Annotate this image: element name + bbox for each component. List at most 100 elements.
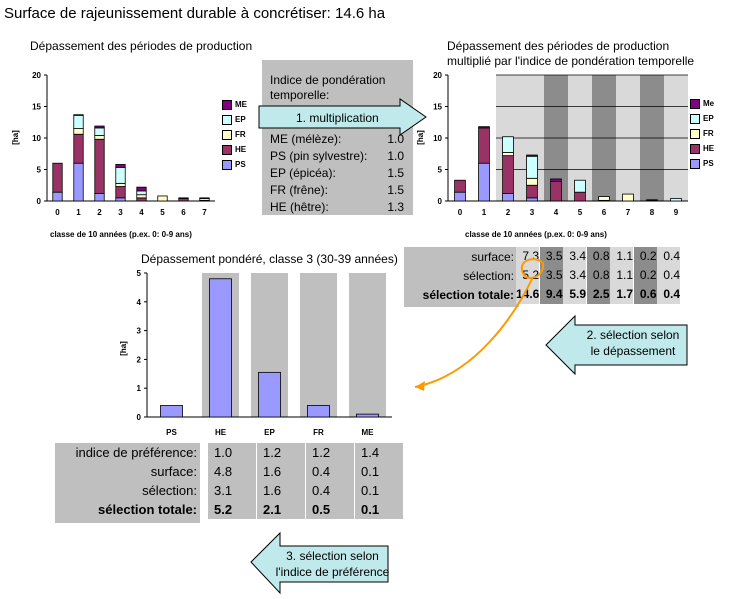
- bar-HE-0: [52, 162, 63, 193]
- legend-swatch: [690, 113, 700, 124]
- legend-swatch: [690, 98, 700, 109]
- y-tick-label: 10: [433, 134, 442, 143]
- class-table-cell: 1.7: [610, 285, 633, 304]
- arrow-multiplication-label: 1. multiplication: [296, 111, 379, 125]
- legend-label: FR: [235, 130, 246, 139]
- class-table-cell: 3.5: [539, 266, 563, 285]
- weight-value: 1.0: [387, 149, 404, 163]
- class-table-cell: 2.5: [586, 285, 610, 304]
- species-table-cell: 0.1: [355, 462, 403, 481]
- bar-FR-3: [526, 177, 538, 186]
- bar-FR-7: [622, 193, 634, 202]
- weight-row: EP (épicéa): 1.5: [270, 166, 404, 183]
- bar-ME-7: [199, 197, 210, 199]
- chart2-xlabel: classe de 10 années (p.ex. 0: 0-9 ans): [465, 230, 607, 239]
- bar-FR-2: [94, 135, 105, 140]
- chart-band-3: [520, 75, 544, 201]
- y-tick-label: 2: [137, 355, 142, 364]
- x-tick-label: 5: [160, 208, 165, 217]
- x-tick-label: 7: [202, 208, 207, 217]
- legend-label: PS: [235, 160, 246, 169]
- legend-item: HE: [222, 142, 247, 157]
- bar-PS-2: [94, 193, 105, 202]
- y-tick-label: 10: [32, 134, 41, 143]
- legend-label: Me: [703, 99, 715, 108]
- x-tick-label: 4: [139, 208, 144, 217]
- x-tick-label: PS: [166, 428, 177, 437]
- bar-PS-0: [454, 191, 466, 202]
- bar-Me-3: [526, 154, 538, 157]
- weight-row: HE (hêtre): 1.3: [270, 200, 404, 217]
- chart1-legend: ME EP FR HE PS: [222, 97, 247, 172]
- x-tick-label: 1: [76, 208, 81, 217]
- bar-HE-5: [574, 191, 586, 202]
- weight-label: PS (pin sylvestre):: [270, 149, 368, 163]
- chart-band-9: [664, 75, 688, 201]
- class-table-cell: 0.8: [586, 247, 610, 266]
- species-table-cell: 5.2: [208, 500, 256, 519]
- x-tick-label: 0: [55, 208, 60, 217]
- class-table-cell: 0.6: [633, 285, 657, 304]
- bar-EP-8: [646, 199, 658, 201]
- weights-title-line2: temporelle:: [270, 88, 330, 102]
- legend-item: Me: [690, 96, 714, 111]
- bar-HE-6: [598, 199, 610, 202]
- chart-band-6: [592, 75, 616, 201]
- bar-EP: [258, 371, 281, 418]
- chart-band-7: [616, 75, 640, 201]
- weight-row: FR (frêne): 1.5: [270, 183, 404, 200]
- bar-EP-3: [526, 155, 538, 179]
- bar-FR-7: [199, 199, 210, 202]
- bar-HE-2: [94, 138, 105, 194]
- bar-HE-8: [646, 199, 658, 202]
- bar-PS-1: [73, 162, 84, 202]
- species-table-cell: 0.1: [355, 481, 403, 500]
- species-table-cell: 0.5: [306, 500, 354, 519]
- chart3-band-ME: [349, 273, 386, 417]
- legend-label: ME: [235, 100, 247, 109]
- species-table-cell: 1.0: [208, 443, 256, 462]
- x-tick-label: 9: [674, 208, 679, 217]
- arrow-selection-depassement-line1: 2. sélection selon: [586, 328, 680, 342]
- bar-PS-3: [115, 197, 126, 202]
- bar-HE-3: [115, 186, 126, 199]
- x-tick-label: 5: [578, 208, 583, 217]
- chart3-band-HE: [202, 273, 239, 417]
- legend-swatch: [690, 128, 700, 139]
- weights-title-line1: Indice de pondération: [270, 73, 386, 87]
- class-table-cell: 0.2: [633, 247, 657, 266]
- legend-swatch: [690, 158, 700, 169]
- arrow-selection-preference-line2: l'indice de préférence: [275, 565, 390, 579]
- x-tick-label: 8: [650, 208, 655, 217]
- species-table-cell: 2.1: [257, 500, 305, 519]
- bar-PS: [160, 405, 183, 418]
- bar-EP-5: [574, 179, 586, 193]
- x-tick-label: 1: [482, 208, 487, 217]
- weight-label: FR (frêne):: [270, 183, 329, 197]
- bar-Me-1: [478, 126, 490, 129]
- chart3-title: Dépassement pondéré, classe 3 (30-39 ann…: [141, 252, 398, 266]
- y-tick-label: 15: [433, 103, 442, 112]
- bar-ME-6: [178, 197, 189, 199]
- chart3-band-FR: [300, 273, 337, 417]
- chart1-ylabel: [ha]: [10, 130, 20, 145]
- y-tick-label: 0: [37, 197, 42, 206]
- bar-EP-2: [94, 127, 105, 136]
- x-tick-label: 6: [181, 208, 186, 217]
- bar-EP-2: [502, 136, 514, 153]
- class-table-label-bg: [404, 247, 519, 307]
- legend-item: HE: [690, 141, 714, 156]
- bar-FR-6: [598, 196, 610, 201]
- legend-swatch: [222, 114, 232, 125]
- x-tick-label: 0: [458, 208, 463, 217]
- class-table-row-label: surface:: [471, 250, 514, 264]
- y-tick-label: 3: [137, 327, 142, 336]
- legend-swatch: [222, 99, 232, 110]
- legend-item: ME: [222, 97, 247, 112]
- arrow-selection-depassement-line2: le dépassement: [590, 344, 676, 358]
- bar-FR-2: [502, 152, 514, 157]
- species-table-row-label: sélection:: [142, 483, 197, 498]
- y-tick-label: 0: [137, 413, 142, 422]
- x-tick-label: 6: [602, 208, 607, 217]
- chart3-band-EP: [251, 273, 288, 417]
